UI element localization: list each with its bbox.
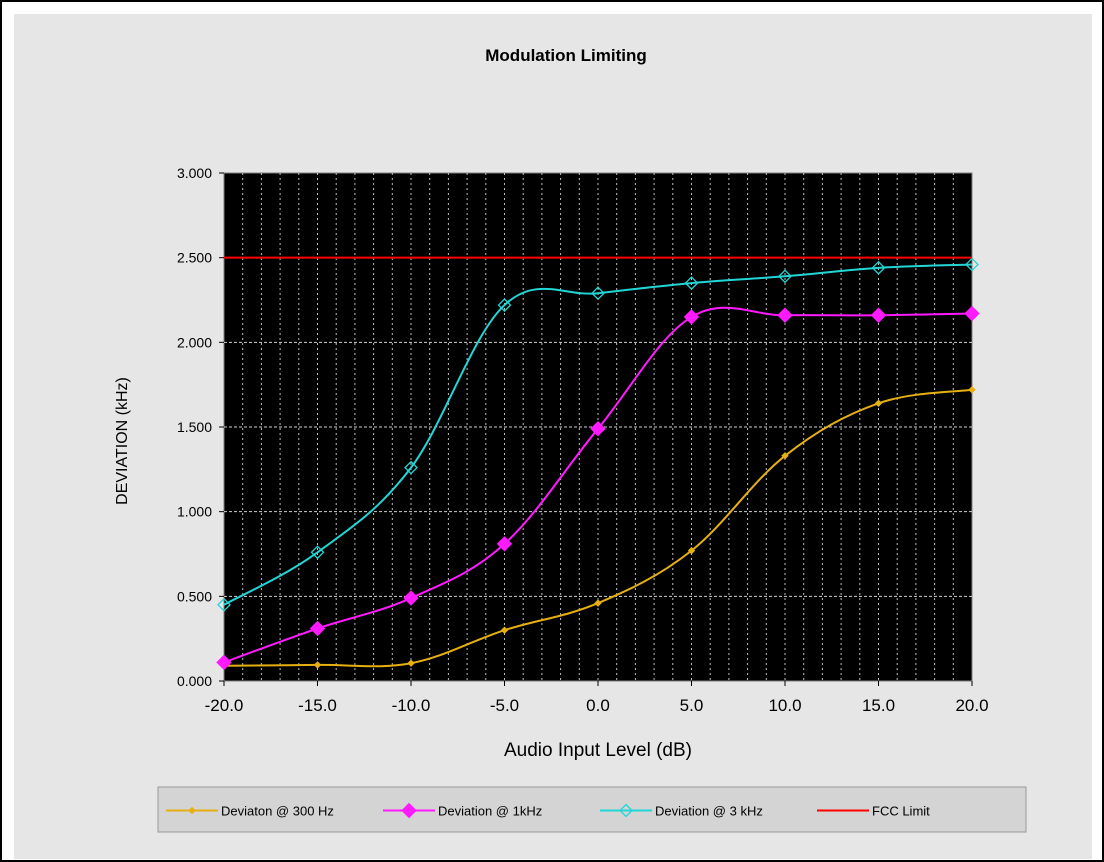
y-tick-label: 1.000 — [177, 504, 212, 520]
y-tick-label: 2.500 — [177, 250, 212, 266]
data-point-deviation-1khz — [496, 536, 513, 552]
data-point-deviaton-300-hz — [781, 452, 789, 460]
data-point-deviaton-300-hz — [968, 386, 976, 394]
data-point-deviation-1khz — [964, 305, 980, 322]
data-point-deviation-1khz — [403, 590, 419, 606]
x-tick-label: -10.0 — [392, 696, 431, 715]
legend-label-deviaton-300-hz: Deviaton @ 300 Hz — [221, 804, 334, 819]
legend-label-fcc-limit: FCC Limit — [872, 804, 930, 819]
data-point-deviation-1khz — [590, 420, 606, 437]
chart-title: Modulation Limiting — [485, 46, 646, 65]
y-tick-label: 3.000 — [177, 165, 212, 181]
data-point-deviation-1khz — [216, 654, 232, 671]
data-point-deviation-3-khz — [497, 298, 512, 312]
data-point-deviaton-300-hz — [594, 599, 602, 607]
y-tick-label: 0.000 — [177, 673, 212, 689]
x-tick-label: -5.0 — [490, 696, 519, 715]
series-line-deviation-3-khz — [223, 263, 973, 606]
legend-label-deviation-1khz: Deviation @ 1kHz — [438, 804, 542, 819]
data-point-deviaton-300-hz — [687, 546, 696, 555]
y-tick-label: 1.500 — [177, 419, 212, 435]
data-point-deviaton-300-hz — [874, 399, 883, 408]
chart-svg: Modulation Limiting DEVIATION (kHz) Audi… — [114, 46, 1027, 833]
x-axis-label: Audio Input Level (dB) — [504, 740, 692, 761]
data-point-deviation-3-khz — [965, 257, 979, 272]
plot-layer: 0.000 0.500 1.000 1.500 2.000 2.500 3.000 -20.0… — [177, 165, 989, 715]
data-point-deviaton-300-hz — [407, 659, 415, 667]
data-point-deviation-1khz — [309, 620, 326, 637]
x-tick-label: 15.0 — [862, 696, 895, 715]
data-point-deviaton-300-hz — [313, 661, 322, 669]
data-point-deviation-3-khz — [404, 460, 418, 475]
data-point-deviation-1khz — [777, 307, 793, 323]
legend: Deviaton @ 300 Hz Deviation @ 1kHz Deviati… — [157, 786, 1027, 833]
series-line-deviaton-300-hz — [223, 388, 973, 668]
data-point-deviation-3-khz — [684, 276, 699, 290]
legend-marker-deviaton-300-hz — [188, 806, 196, 815]
data-point-deviation-1khz — [870, 307, 887, 323]
data-point-deviation-3-khz — [217, 597, 231, 612]
data-point-deviation-3-khz — [591, 286, 605, 301]
data-point-deviation-3-khz — [871, 260, 886, 275]
y-tick-label: 0.500 — [177, 588, 212, 604]
chart-panel: Modulation Limiting DEVIATION (kHz) Audi… — [14, 14, 1092, 859]
x-tick-label: -20.0 — [205, 696, 244, 715]
y-tick-label: 2.000 — [177, 334, 212, 350]
data-point-deviation-1khz — [683, 309, 700, 325]
data-point-deviation-3-khz — [778, 269, 792, 284]
legend-label-deviation-3-khz: Deviation @ 3 kHz — [655, 804, 763, 819]
x-tick-label: 0.0 — [586, 696, 610, 715]
legend-marker-deviation-3-khz — [619, 803, 633, 818]
data-point-deviaton-300-hz — [500, 626, 509, 634]
y-axis-label: DEVIATION (kHz) — [114, 377, 131, 505]
x-tick-label: 20.0 — [955, 696, 988, 715]
x-tick-label: -15.0 — [298, 696, 337, 715]
legend-marker-deviation-1khz — [401, 802, 417, 819]
x-tick-label: 10.0 — [768, 696, 801, 715]
x-tick-label: 5.0 — [680, 696, 704, 715]
data-point-deviation-3-khz — [310, 545, 325, 560]
legend-box — [157, 786, 1027, 833]
